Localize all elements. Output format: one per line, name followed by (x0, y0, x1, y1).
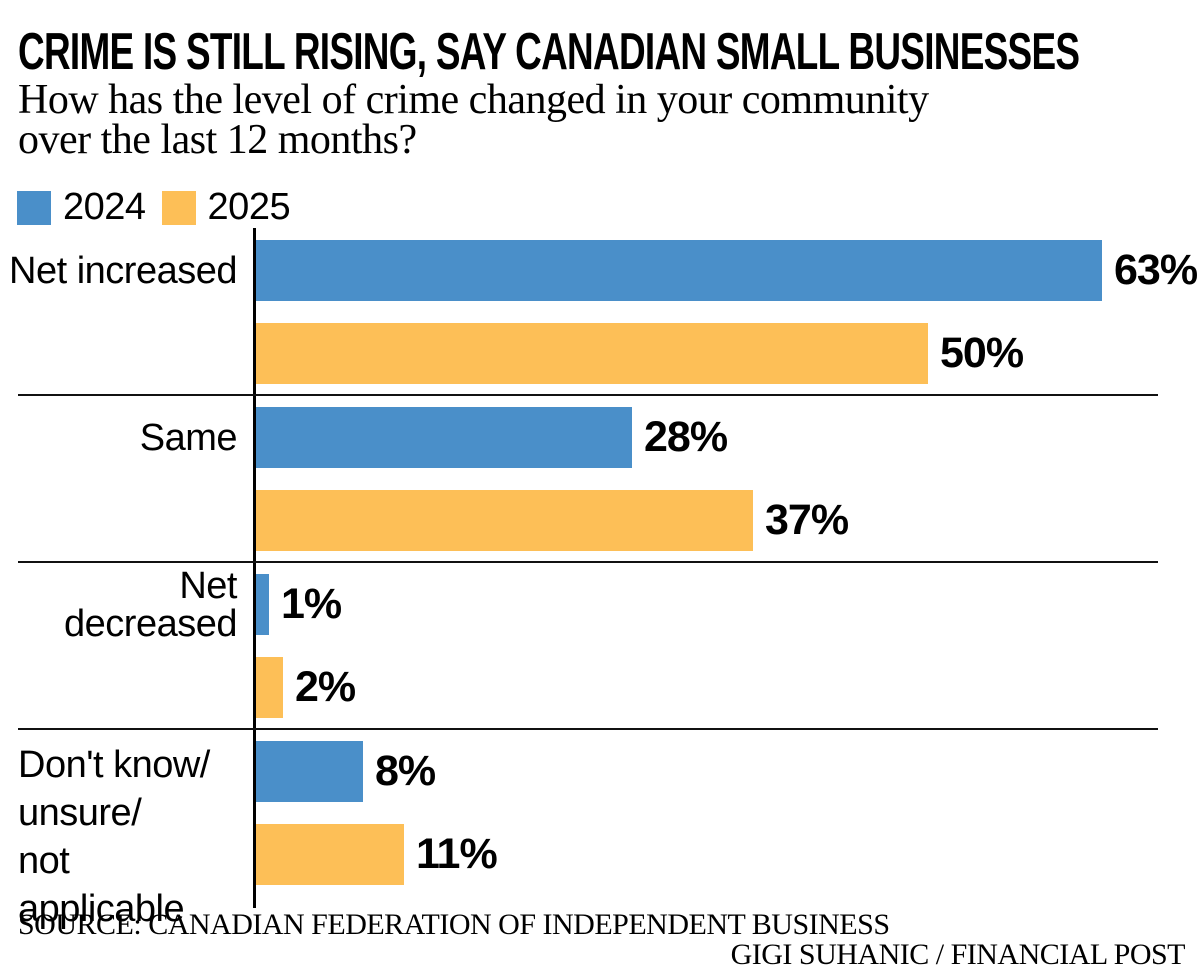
credit-text: GIGI SUHANIC / FINANCIAL POST (730, 938, 1186, 971)
group-divider (18, 728, 1158, 730)
bar-2025 (256, 323, 928, 384)
legend-item-2025: 2025 (161, 186, 291, 229)
value-label: 37% (765, 496, 849, 544)
bar-group-dont-know: Don't know/ unsure/ not applicable 8% 11… (0, 741, 1200, 930)
category-label: Net increased (9, 249, 237, 292)
category-label: Same (139, 416, 238, 459)
bar-group-net-increased: Net increased 63% 50% (0, 240, 1200, 384)
group-divider (18, 394, 1158, 396)
y-axis-line (253, 228, 256, 908)
bar-chart: Net increased 63% 50% Same (0, 240, 1200, 930)
subtitle-line: How has the level of crime changed in yo… (18, 77, 929, 123)
legend-label: 2024 (63, 186, 146, 228)
bar-group-same: Same 28% 37% (0, 407, 1200, 551)
legend-item-2024: 2024 (17, 186, 146, 229)
chart-subtitle: How has the level of crime changed in yo… (18, 77, 929, 163)
legend: 2024 2025 (17, 186, 291, 229)
category-label: Don't know/ unsure/ not applicable (18, 744, 210, 930)
value-label: 28% (644, 413, 728, 461)
bar-2025 (256, 824, 404, 885)
bar-2025 (256, 490, 753, 551)
bar-2024 (256, 574, 269, 635)
bar-2024 (256, 741, 363, 802)
legend-label: 2025 (207, 186, 291, 228)
legend-swatch-2025 (161, 190, 196, 225)
value-label: 8% (375, 747, 436, 795)
category-label: Net decreased (64, 564, 237, 645)
legend-swatch-2024 (17, 190, 51, 225)
value-label: 50% (940, 329, 1024, 377)
subtitle-line: over the last 12 months? (18, 117, 417, 163)
value-label: 1% (281, 580, 342, 628)
group-divider (18, 561, 1158, 563)
bar-2025 (256, 657, 283, 718)
page-title: CRIME IS STILL RISING, SAY CANADIAN SMAL… (18, 23, 1080, 81)
value-label: 11% (416, 830, 498, 878)
bar-2024 (256, 240, 1102, 301)
source-text: SOURCE: CANADIAN FEDERATION OF INDEPENDE… (18, 908, 890, 941)
bar-group-net-decreased: Net decreased 1% 2% (0, 564, 1200, 718)
bar-2024 (256, 407, 632, 468)
value-label: 2% (295, 663, 356, 711)
value-label: 63% (1114, 246, 1198, 294)
